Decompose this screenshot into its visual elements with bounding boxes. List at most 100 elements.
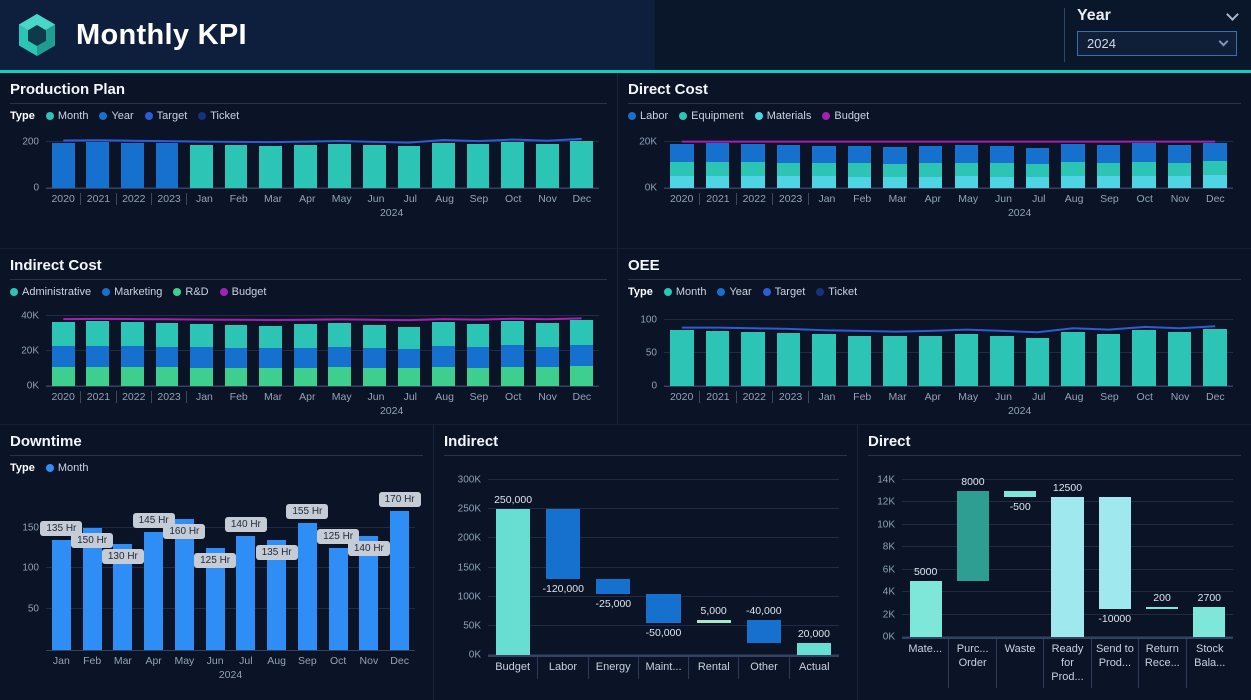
bar-Sep[interactable]: [466, 137, 490, 188]
bar-Feb[interactable]: [847, 313, 872, 386]
bar-Mar[interactable]: [883, 313, 907, 386]
bar-Jul[interactable]: [236, 503, 256, 650]
legend-item-marketing[interactable]: Marketing: [102, 286, 162, 298]
bar-Oct[interactable]: [501, 313, 524, 386]
bar-Mar[interactable]: [259, 313, 283, 386]
bar-Jun[interactable]: [205, 503, 225, 650]
bar-2020[interactable]: [670, 313, 694, 386]
legend-item-labor[interactable]: Labor: [628, 110, 668, 122]
waterfall-bar-rental[interactable]: [696, 620, 731, 623]
bar-Jun[interactable]: [362, 137, 386, 188]
legend-item-month[interactable]: Month: [45, 110, 88, 122]
bar-May[interactable]: [328, 137, 352, 188]
bar-2023[interactable]: [155, 137, 179, 188]
legend-item-target[interactable]: Target: [762, 286, 805, 298]
bar-Jul[interactable]: [1025, 137, 1050, 188]
waterfall-bar-mate-[interactable]: [909, 580, 942, 637]
bar-Mar[interactable]: [883, 137, 907, 188]
bar-Mar[interactable]: [113, 503, 133, 650]
bar-Aug[interactable]: [267, 503, 287, 650]
bar-2022[interactable]: [121, 313, 144, 386]
bar-2020[interactable]: [51, 313, 75, 386]
legend-item-equipment[interactable]: Equipment: [679, 110, 744, 122]
legend-item-ticket[interactable]: Ticket: [816, 286, 857, 298]
bar-Oct[interactable]: [1132, 137, 1156, 188]
legend-item-month[interactable]: Month: [45, 462, 88, 474]
bar-Apr[interactable]: [918, 137, 943, 188]
bar-Feb[interactable]: [224, 137, 248, 188]
waterfall-bar-waste[interactable]: [1004, 491, 1037, 497]
legend-item-month[interactable]: Month: [663, 286, 706, 298]
bar-2023[interactable]: [155, 313, 179, 386]
bar-Feb[interactable]: [82, 503, 102, 650]
bar-May[interactable]: [954, 137, 979, 188]
bar-2021[interactable]: [705, 313, 730, 386]
bar-Nov[interactable]: [1167, 137, 1192, 188]
bar-Apr[interactable]: [918, 313, 943, 386]
bar-Jul[interactable]: [1025, 313, 1050, 386]
waterfall-bar-send-to-prod-[interactable]: [1098, 496, 1131, 609]
bar-2021[interactable]: [86, 313, 110, 386]
bar-Aug[interactable]: [432, 313, 455, 386]
bar-Oct[interactable]: [328, 503, 348, 650]
bar-2022[interactable]: [741, 137, 765, 188]
legend-item-year[interactable]: Year: [99, 110, 134, 122]
bar-May[interactable]: [328, 313, 352, 386]
bar-2023[interactable]: [776, 313, 801, 386]
bar-Sep[interactable]: [466, 313, 490, 386]
bar-Dec[interactable]: [570, 313, 594, 386]
waterfall-bar-other[interactable]: [746, 620, 781, 644]
year-dropdown[interactable]: 2024: [1077, 31, 1237, 56]
bar-2023[interactable]: [776, 137, 801, 188]
bar-Mar[interactable]: [259, 137, 283, 188]
legend-item-administrative[interactable]: Administrative: [10, 286, 91, 298]
legend-item-materials[interactable]: Materials: [754, 110, 811, 122]
bar-Nov[interactable]: [1167, 313, 1192, 386]
bar-Sep[interactable]: [297, 503, 317, 650]
waterfall-bar-return-rece-[interactable]: [1145, 606, 1179, 609]
bar-2020[interactable]: [51, 137, 75, 188]
bar-Jul[interactable]: [397, 137, 421, 188]
bar-Oct[interactable]: [1132, 313, 1156, 386]
bar-Jan[interactable]: [812, 313, 836, 386]
waterfall-bar-actual[interactable]: [796, 643, 831, 655]
bar-May[interactable]: [954, 313, 979, 386]
legend-item-budget[interactable]: Budget: [219, 286, 266, 298]
bar-Apr[interactable]: [293, 137, 317, 188]
bar-Dec[interactable]: [570, 137, 594, 188]
legend-item-r-d[interactable]: R&D: [173, 286, 209, 298]
bar-Nov[interactable]: [535, 313, 559, 386]
waterfall-bar-ready-for-prod-[interactable]: [1051, 496, 1084, 637]
legend-item-ticket[interactable]: Ticket: [198, 110, 239, 122]
bar-2021[interactable]: [705, 137, 730, 188]
bar-Apr[interactable]: [293, 313, 317, 386]
bar-Jan[interactable]: [190, 313, 213, 386]
bar-Jan[interactable]: [190, 137, 213, 188]
bar-Nov[interactable]: [359, 503, 379, 650]
bar-Dec[interactable]: [390, 503, 410, 650]
bar-Jun[interactable]: [990, 313, 1014, 386]
bar-Jul[interactable]: [397, 313, 421, 386]
legend-item-budget[interactable]: Budget: [822, 110, 869, 122]
chevron-down-icon[interactable]: [1226, 7, 1239, 21]
waterfall-bar-purc-order[interactable]: [956, 491, 989, 581]
bar-Nov[interactable]: [535, 137, 559, 188]
bar-Aug[interactable]: [432, 137, 455, 188]
bar-Sep[interactable]: [1096, 313, 1121, 386]
waterfall-bar-budget[interactable]: [496, 509, 531, 655]
bar-Jun[interactable]: [990, 137, 1014, 188]
bar-Jun[interactable]: [362, 313, 386, 386]
waterfall-bar-energy[interactable]: [596, 579, 631, 594]
waterfall-bar-labor[interactable]: [546, 509, 581, 580]
bar-2022[interactable]: [121, 137, 144, 188]
bar-Apr[interactable]: [144, 503, 164, 650]
bar-2022[interactable]: [741, 313, 765, 386]
bar-Dec[interactable]: [1203, 137, 1227, 188]
bar-Jan[interactable]: [51, 503, 71, 650]
bar-Aug[interactable]: [1061, 313, 1085, 386]
legend-item-year[interactable]: Year: [717, 286, 752, 298]
bar-May[interactable]: [174, 503, 194, 650]
bar-2021[interactable]: [86, 137, 110, 188]
legend-item-target[interactable]: Target: [144, 110, 187, 122]
bar-Oct[interactable]: [501, 137, 524, 188]
